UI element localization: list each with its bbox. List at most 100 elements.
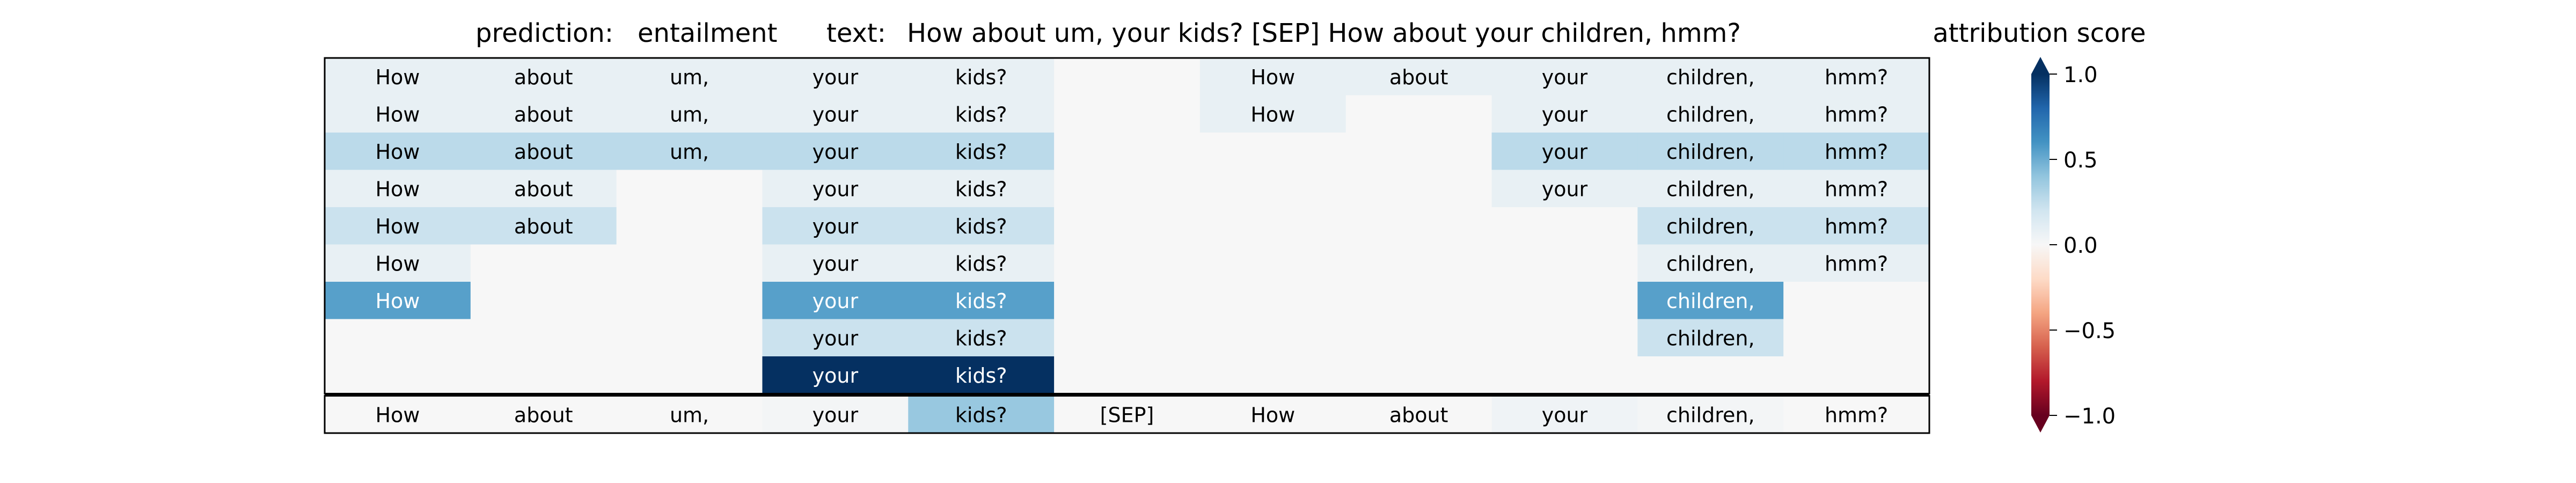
heatmap-cell xyxy=(1199,133,1346,171)
heatmap-cell xyxy=(1054,319,1201,357)
heatmap-cell xyxy=(1783,58,1930,96)
heatmap-cell xyxy=(1783,133,1930,171)
heatmap-cell xyxy=(762,58,909,96)
heatmap-cell xyxy=(1491,319,1638,357)
cell-token-label: How xyxy=(375,65,420,89)
heatmap-cell xyxy=(1491,282,1638,320)
summary-cell xyxy=(616,396,763,433)
summary-border xyxy=(324,395,1930,434)
cell-token-label: children, xyxy=(1666,289,1755,313)
cell-token-label: hmm? xyxy=(1825,252,1888,275)
heatmap-cell xyxy=(470,207,617,245)
cell-token-label: about xyxy=(1389,65,1448,89)
summary-cell xyxy=(1199,396,1346,433)
colorbar-tick-label: 0.5 xyxy=(2063,148,2098,173)
cell-token-label: about xyxy=(514,140,573,164)
cell-token-label: your xyxy=(813,140,859,164)
heatmap-cell xyxy=(1783,170,1930,208)
cell-token-label: kids? xyxy=(955,215,1007,238)
cell-token-label: kids? xyxy=(955,140,1007,164)
heatmap-frame xyxy=(324,57,1930,434)
cell-token-label: kids? xyxy=(955,252,1007,275)
summary-cell xyxy=(1783,396,1930,433)
heatmap-cell xyxy=(325,95,471,133)
heatmap-cell xyxy=(616,58,763,96)
cell-token-label: How xyxy=(375,177,420,201)
colorbar-tick-label: −1.0 xyxy=(2063,404,2116,429)
summary-token-label: hmm? xyxy=(1825,403,1888,427)
heatmap-cell xyxy=(908,170,1055,208)
cell-token-label: your xyxy=(813,65,859,89)
heatmap-cell xyxy=(325,58,471,96)
text-label: text: xyxy=(826,18,886,48)
heatmap-cell xyxy=(470,133,617,171)
text-value: How about um, your kids? [SEP] How about… xyxy=(907,18,1741,48)
heatmap-cell xyxy=(1637,356,1784,394)
colorbar-tick-label: 1.0 xyxy=(2063,63,2098,87)
heatmap-cell xyxy=(1199,244,1346,282)
cell-token-label: about xyxy=(514,65,573,89)
cell-token-label: hmm? xyxy=(1825,103,1888,126)
cell-token-label: hmm? xyxy=(1825,140,1888,164)
heatmap-cell xyxy=(470,282,617,320)
cell-token-label: your xyxy=(813,215,859,238)
heatmap-cell xyxy=(1491,58,1638,96)
heatmap-cell xyxy=(616,319,763,357)
heatmap-cell xyxy=(470,319,617,357)
heatmap-cell xyxy=(908,58,1055,96)
heatmap-cell xyxy=(616,356,763,394)
heatmap-cell xyxy=(1783,244,1930,282)
cell-token-label: children, xyxy=(1666,140,1755,164)
summary-token-label: [SEP] xyxy=(1100,403,1154,427)
heatmap-cell xyxy=(325,282,471,320)
heatmap-cell xyxy=(1054,133,1201,171)
cell-token-label: children, xyxy=(1666,215,1755,238)
heatmap-cell xyxy=(1054,95,1201,133)
heatmap-cell xyxy=(908,207,1055,245)
summary-token-label: kids? xyxy=(955,403,1007,427)
heatmap-cell xyxy=(908,319,1055,357)
heatmap-cell xyxy=(1345,133,1492,171)
heatmap-cell xyxy=(908,244,1055,282)
summary-cell xyxy=(1637,396,1784,433)
heatmap-cell xyxy=(1345,207,1492,245)
cell-token-label: your xyxy=(1542,103,1588,126)
cell-token-label: about xyxy=(514,177,573,201)
heatmap-cell xyxy=(1345,95,1492,133)
heatmap-cell xyxy=(325,244,471,282)
heatmap-cell xyxy=(1637,244,1784,282)
summary-token-label: your xyxy=(1542,403,1588,427)
heatmap-cell xyxy=(1054,58,1201,96)
heatmap-cell xyxy=(1783,282,1930,320)
heatmap-cell xyxy=(908,95,1055,133)
heatmap-cell xyxy=(908,282,1055,320)
figure-title: prediction: entailment text: How about u… xyxy=(475,18,1741,48)
heatmap-cell xyxy=(325,133,471,171)
heatmap-cell xyxy=(325,207,471,245)
cell-token-label: your xyxy=(1542,140,1588,164)
cell-token-label: hmm? xyxy=(1825,215,1888,238)
heatmap-cell xyxy=(1491,207,1638,245)
colorbar-label: attribution score xyxy=(1933,18,2146,48)
heatmap-cell xyxy=(1491,95,1638,133)
cell-token-label: hmm? xyxy=(1825,177,1888,201)
heatmap-cell xyxy=(1491,244,1638,282)
heatmap-cell xyxy=(1637,58,1784,96)
heatmap-cell xyxy=(1345,282,1492,320)
prediction-label: prediction: xyxy=(475,18,613,48)
heatmap-cell xyxy=(1637,319,1784,357)
cell-token-label: kids? xyxy=(955,103,1007,126)
summary-token-label: How xyxy=(375,403,420,427)
cell-token-label: your xyxy=(1542,177,1588,201)
heatmap-cell xyxy=(1199,207,1346,245)
cell-token-label: How xyxy=(1250,103,1295,126)
heatmap-cell xyxy=(616,170,763,208)
heatmap-cell xyxy=(1345,244,1492,282)
cell-token-label: about xyxy=(514,103,573,126)
heatmap-cell xyxy=(1054,356,1201,394)
heatmap-cell xyxy=(908,356,1055,394)
cell-token-label: um, xyxy=(670,140,709,164)
cell-token-label: your xyxy=(813,177,859,201)
heatmap-cell xyxy=(616,207,763,245)
summary-cell xyxy=(1345,396,1492,433)
